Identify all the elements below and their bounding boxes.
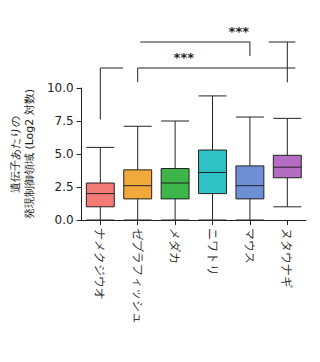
svg-text:ゼブラフィッシュ: ゼブラフィッシュ bbox=[131, 228, 145, 324]
svg-text:発現制御領域 (Log2 対数): 発現制御領域 (Log2 対数) bbox=[23, 89, 36, 219]
svg-text:2.5: 2.5 bbox=[55, 180, 74, 194]
svg-text:ヌタウナギ: ヌタウナギ bbox=[280, 228, 294, 288]
svg-text:ナメクジウオ: ナメクジウオ bbox=[93, 228, 107, 300]
svg-text:メダカ: メダカ bbox=[168, 228, 182, 264]
svg-text:7.5: 7.5 bbox=[55, 114, 74, 128]
svg-text:0.0: 0.0 bbox=[55, 213, 74, 227]
svg-text:マウス: マウス bbox=[243, 228, 257, 264]
svg-text:ニワトリ: ニワトリ bbox=[206, 228, 220, 276]
svg-text:10.0: 10.0 bbox=[47, 81, 74, 95]
svg-text:***: *** bbox=[174, 50, 195, 65]
svg-text:***: *** bbox=[229, 24, 250, 39]
svg-text:5.0: 5.0 bbox=[55, 147, 74, 161]
svg-text:遺伝子あたりの: 遺伝子あたりの bbox=[9, 116, 22, 193]
